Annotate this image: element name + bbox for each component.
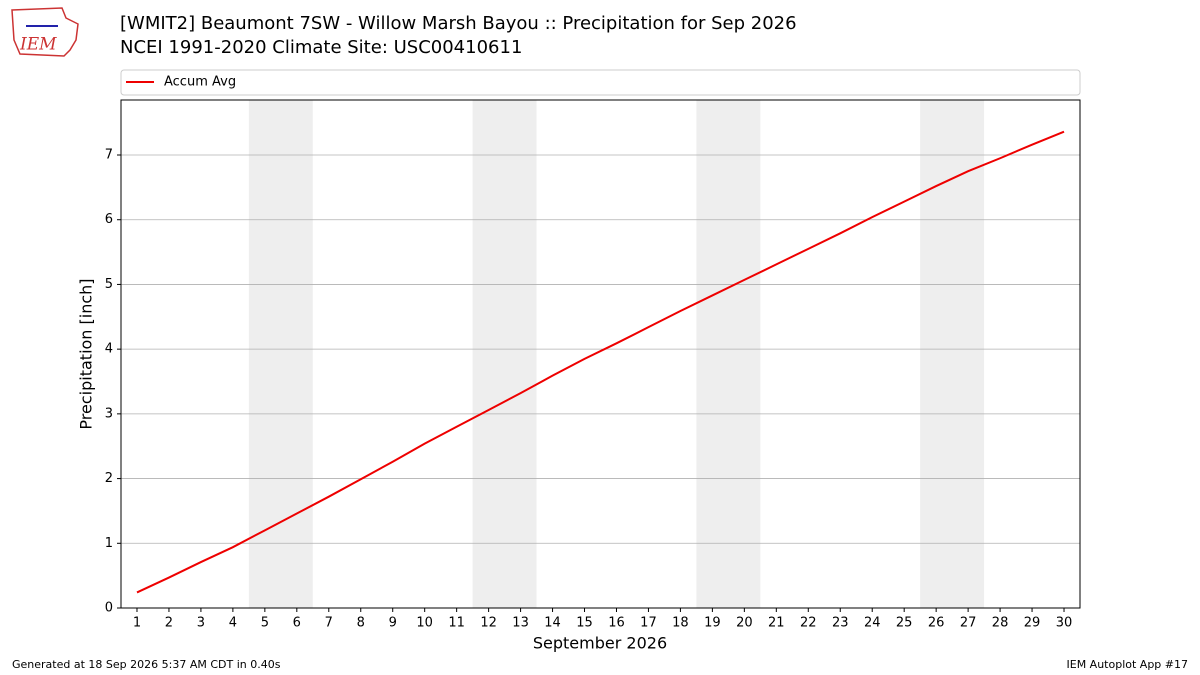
- x-tick-label: 3: [197, 616, 205, 631]
- x-tick-label: 20: [736, 616, 753, 631]
- x-tick-label: 8: [357, 616, 365, 631]
- x-axis-label: September 2026: [533, 634, 667, 653]
- x-tick-label: 19: [704, 616, 721, 631]
- x-tick-label: 25: [896, 616, 913, 631]
- x-tick-label: 29: [1024, 616, 1041, 631]
- weekend-shade: [920, 100, 985, 608]
- weekend-shade: [248, 100, 313, 608]
- x-tick-label: 4: [229, 616, 237, 631]
- weekend-shade: [472, 100, 537, 608]
- x-tick-label: 5: [261, 616, 269, 631]
- legend-label: Accum Avg: [164, 75, 236, 90]
- x-tick-label: 23: [832, 616, 849, 631]
- logo-text: IEM: [19, 35, 57, 55]
- x-tick-label: 18: [672, 616, 689, 631]
- x-tick-label: 11: [448, 616, 465, 631]
- x-tick-label: 1: [133, 616, 141, 631]
- logo: IEM: [11, 7, 79, 57]
- y-tick-label: 5: [105, 277, 113, 292]
- x-tick-label: 21: [768, 616, 785, 631]
- x-tick-label: 15: [576, 616, 593, 631]
- x-tick-label: 14: [544, 616, 561, 631]
- x-tick-label: 16: [608, 616, 625, 631]
- x-tick-label: 17: [640, 616, 657, 631]
- plot-frame: [120, 99, 1081, 609]
- y-tick-label: 2: [105, 471, 113, 486]
- x-tick-label: 27: [960, 616, 977, 631]
- weekend-shade: [696, 100, 761, 608]
- footer-left: Generated at 18 Sep 2026 5:37 AM CDT in …: [12, 658, 281, 671]
- footer-right: IEM Autoplot App #17: [1067, 658, 1189, 671]
- x-tick-label: 26: [928, 616, 945, 631]
- logo-outline: [11, 7, 79, 57]
- x-tick-label: 24: [864, 616, 881, 631]
- y-axis-label: Precipitation [inch]: [77, 278, 96, 429]
- y-tick-label: 3: [105, 406, 113, 421]
- legend-box: [120, 69, 1081, 96]
- line-series: [136, 130, 1065, 594]
- y-tick-label: 4: [105, 342, 113, 357]
- x-tick-label: 30: [1056, 616, 1073, 631]
- x-tick-label: 28: [992, 616, 1009, 631]
- x-tick-label: 7: [325, 616, 333, 631]
- y-tick-label: 1: [105, 536, 113, 551]
- y-tick-label: 0: [105, 601, 113, 616]
- x-tick-label: 2: [165, 616, 173, 631]
- y-tick-label: 6: [105, 212, 113, 227]
- x-tick-label: 9: [389, 616, 397, 631]
- y-tick-label: 7: [105, 148, 113, 163]
- x-tick-label: 13: [512, 616, 529, 631]
- x-tick-label: 22: [800, 616, 817, 631]
- chart-title: [WMIT2] Beaumont 7SW - Willow Marsh Bayo…: [120, 13, 797, 34]
- x-tick-label: 10: [416, 616, 433, 631]
- x-tick-label: 6: [293, 616, 301, 631]
- chart-subtitle: NCEI 1991-2020 Climate Site: USC00410611: [120, 37, 522, 58]
- x-tick-label: 12: [480, 616, 497, 631]
